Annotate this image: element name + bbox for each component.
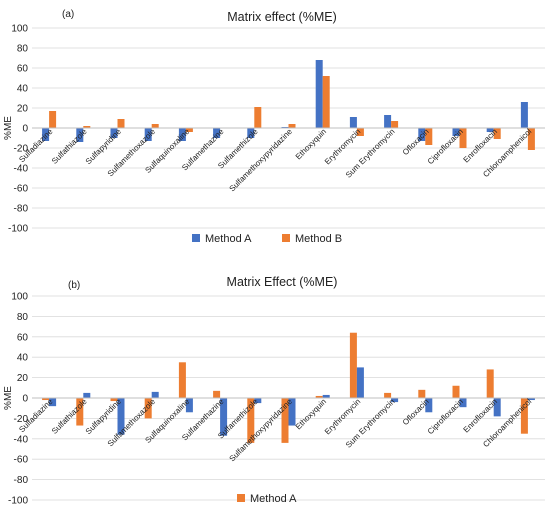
bar-series-2 bbox=[288, 124, 296, 128]
bar-series-1 bbox=[178, 362, 186, 398]
bar-series-1 bbox=[349, 332, 357, 398]
bar-series-2 bbox=[49, 398, 57, 407]
bar-series-2 bbox=[356, 367, 364, 398]
bar-series-1 bbox=[76, 128, 84, 142]
y-tick-label: -80 bbox=[14, 204, 29, 215]
bar-series-2 bbox=[254, 107, 262, 128]
bar-series-2 bbox=[425, 398, 433, 413]
bar-series-2 bbox=[322, 76, 330, 128]
bar-series-1 bbox=[144, 128, 152, 141]
bar-series-1 bbox=[315, 395, 323, 398]
y-tick-label: 40 bbox=[17, 353, 29, 364]
bar-series-2 bbox=[493, 128, 501, 139]
bar-series-2 bbox=[527, 128, 535, 150]
y-axis-label: %ME bbox=[3, 386, 14, 410]
y-tick-label: 40 bbox=[17, 84, 29, 95]
y-tick-label: 0 bbox=[22, 124, 28, 135]
y-tick-label: -20 bbox=[14, 144, 29, 155]
bar-series-1 bbox=[418, 128, 426, 141]
y-tick-label: 80 bbox=[17, 44, 29, 55]
bar-series-2 bbox=[391, 398, 399, 403]
y-tick-label: 100 bbox=[11, 24, 28, 35]
y-tick-label: -60 bbox=[14, 184, 29, 195]
bar-series-2 bbox=[425, 128, 433, 145]
bar-series-1 bbox=[315, 60, 323, 128]
y-axis-label: %ME bbox=[3, 116, 14, 140]
bar-series-2 bbox=[356, 128, 364, 136]
bar-series-2 bbox=[459, 128, 467, 148]
bar-series-2 bbox=[527, 398, 535, 401]
bar-series-1 bbox=[520, 398, 528, 434]
bar-series-1 bbox=[520, 102, 528, 128]
bar-series-1 bbox=[281, 398, 289, 443]
bar-series-1 bbox=[213, 390, 221, 398]
bar-series-2 bbox=[117, 119, 125, 128]
bar-series-1 bbox=[213, 128, 221, 138]
bar-series-1 bbox=[486, 369, 494, 398]
y-tick-label: -100 bbox=[8, 224, 28, 235]
chart-title: Matrix Effect (%ME) bbox=[227, 275, 338, 289]
bar-series-1 bbox=[452, 385, 460, 398]
y-tick-label: -20 bbox=[14, 414, 29, 425]
bar-series-2 bbox=[459, 398, 467, 408]
y-tick-label: 20 bbox=[17, 373, 29, 384]
bar-series-1 bbox=[144, 398, 152, 419]
bar-series-2 bbox=[185, 398, 193, 413]
bar-series-2 bbox=[254, 398, 262, 404]
bar-series-1 bbox=[178, 128, 186, 141]
legend-label: Method A bbox=[250, 493, 297, 505]
y-tick-label: -40 bbox=[14, 164, 29, 175]
y-tick-label: -60 bbox=[14, 455, 29, 466]
bar-series-1 bbox=[384, 115, 392, 128]
bar-series-2 bbox=[493, 398, 501, 417]
bar-series-1 bbox=[247, 128, 255, 138]
y-tick-label: 80 bbox=[17, 312, 29, 323]
bar-series-1 bbox=[486, 128, 494, 132]
bar-series-1 bbox=[42, 128, 50, 141]
bar-series-1 bbox=[76, 398, 84, 426]
y-tick-label: 20 bbox=[17, 104, 29, 115]
bar-series-2 bbox=[117, 398, 125, 435]
bar-series-1 bbox=[452, 128, 460, 136]
bar-series-1 bbox=[110, 128, 118, 138]
bar-series-2 bbox=[288, 398, 296, 426]
bar-series-2 bbox=[220, 398, 228, 436]
legend-label: Method A bbox=[205, 233, 252, 245]
bar-series-2 bbox=[151, 391, 159, 398]
legend-label: Method B bbox=[295, 233, 342, 245]
bar-series-1 bbox=[418, 389, 426, 398]
y-tick-label: 0 bbox=[22, 394, 28, 405]
y-tick-label: 100 bbox=[11, 292, 28, 303]
legend-swatch bbox=[192, 234, 200, 242]
bar-series-1 bbox=[349, 117, 357, 128]
panel-label: (b) bbox=[68, 280, 80, 291]
bar-series-1 bbox=[110, 398, 118, 402]
chart-title: Matrix effect (%ME) bbox=[227, 10, 337, 24]
bar-series-2 bbox=[322, 394, 330, 398]
y-tick-label: 60 bbox=[17, 64, 29, 75]
bar-series-1 bbox=[384, 392, 392, 398]
bar-series-2 bbox=[83, 392, 91, 398]
bar-series-1 bbox=[42, 398, 50, 401]
legend-swatch bbox=[237, 494, 245, 502]
y-tick-label: -100 bbox=[8, 496, 28, 507]
panel-label: (a) bbox=[62, 9, 74, 20]
y-tick-label: 60 bbox=[17, 332, 29, 343]
bar-series-2 bbox=[151, 124, 159, 128]
bar-series-2 bbox=[83, 126, 91, 128]
y-tick-label: -80 bbox=[14, 475, 29, 486]
bar-series-2 bbox=[391, 121, 399, 128]
bar-series-2 bbox=[49, 111, 57, 128]
bar-series-2 bbox=[185, 128, 193, 132]
y-tick-label: -40 bbox=[14, 434, 29, 445]
legend-swatch bbox=[282, 234, 290, 242]
bar-series-1 bbox=[247, 398, 255, 443]
